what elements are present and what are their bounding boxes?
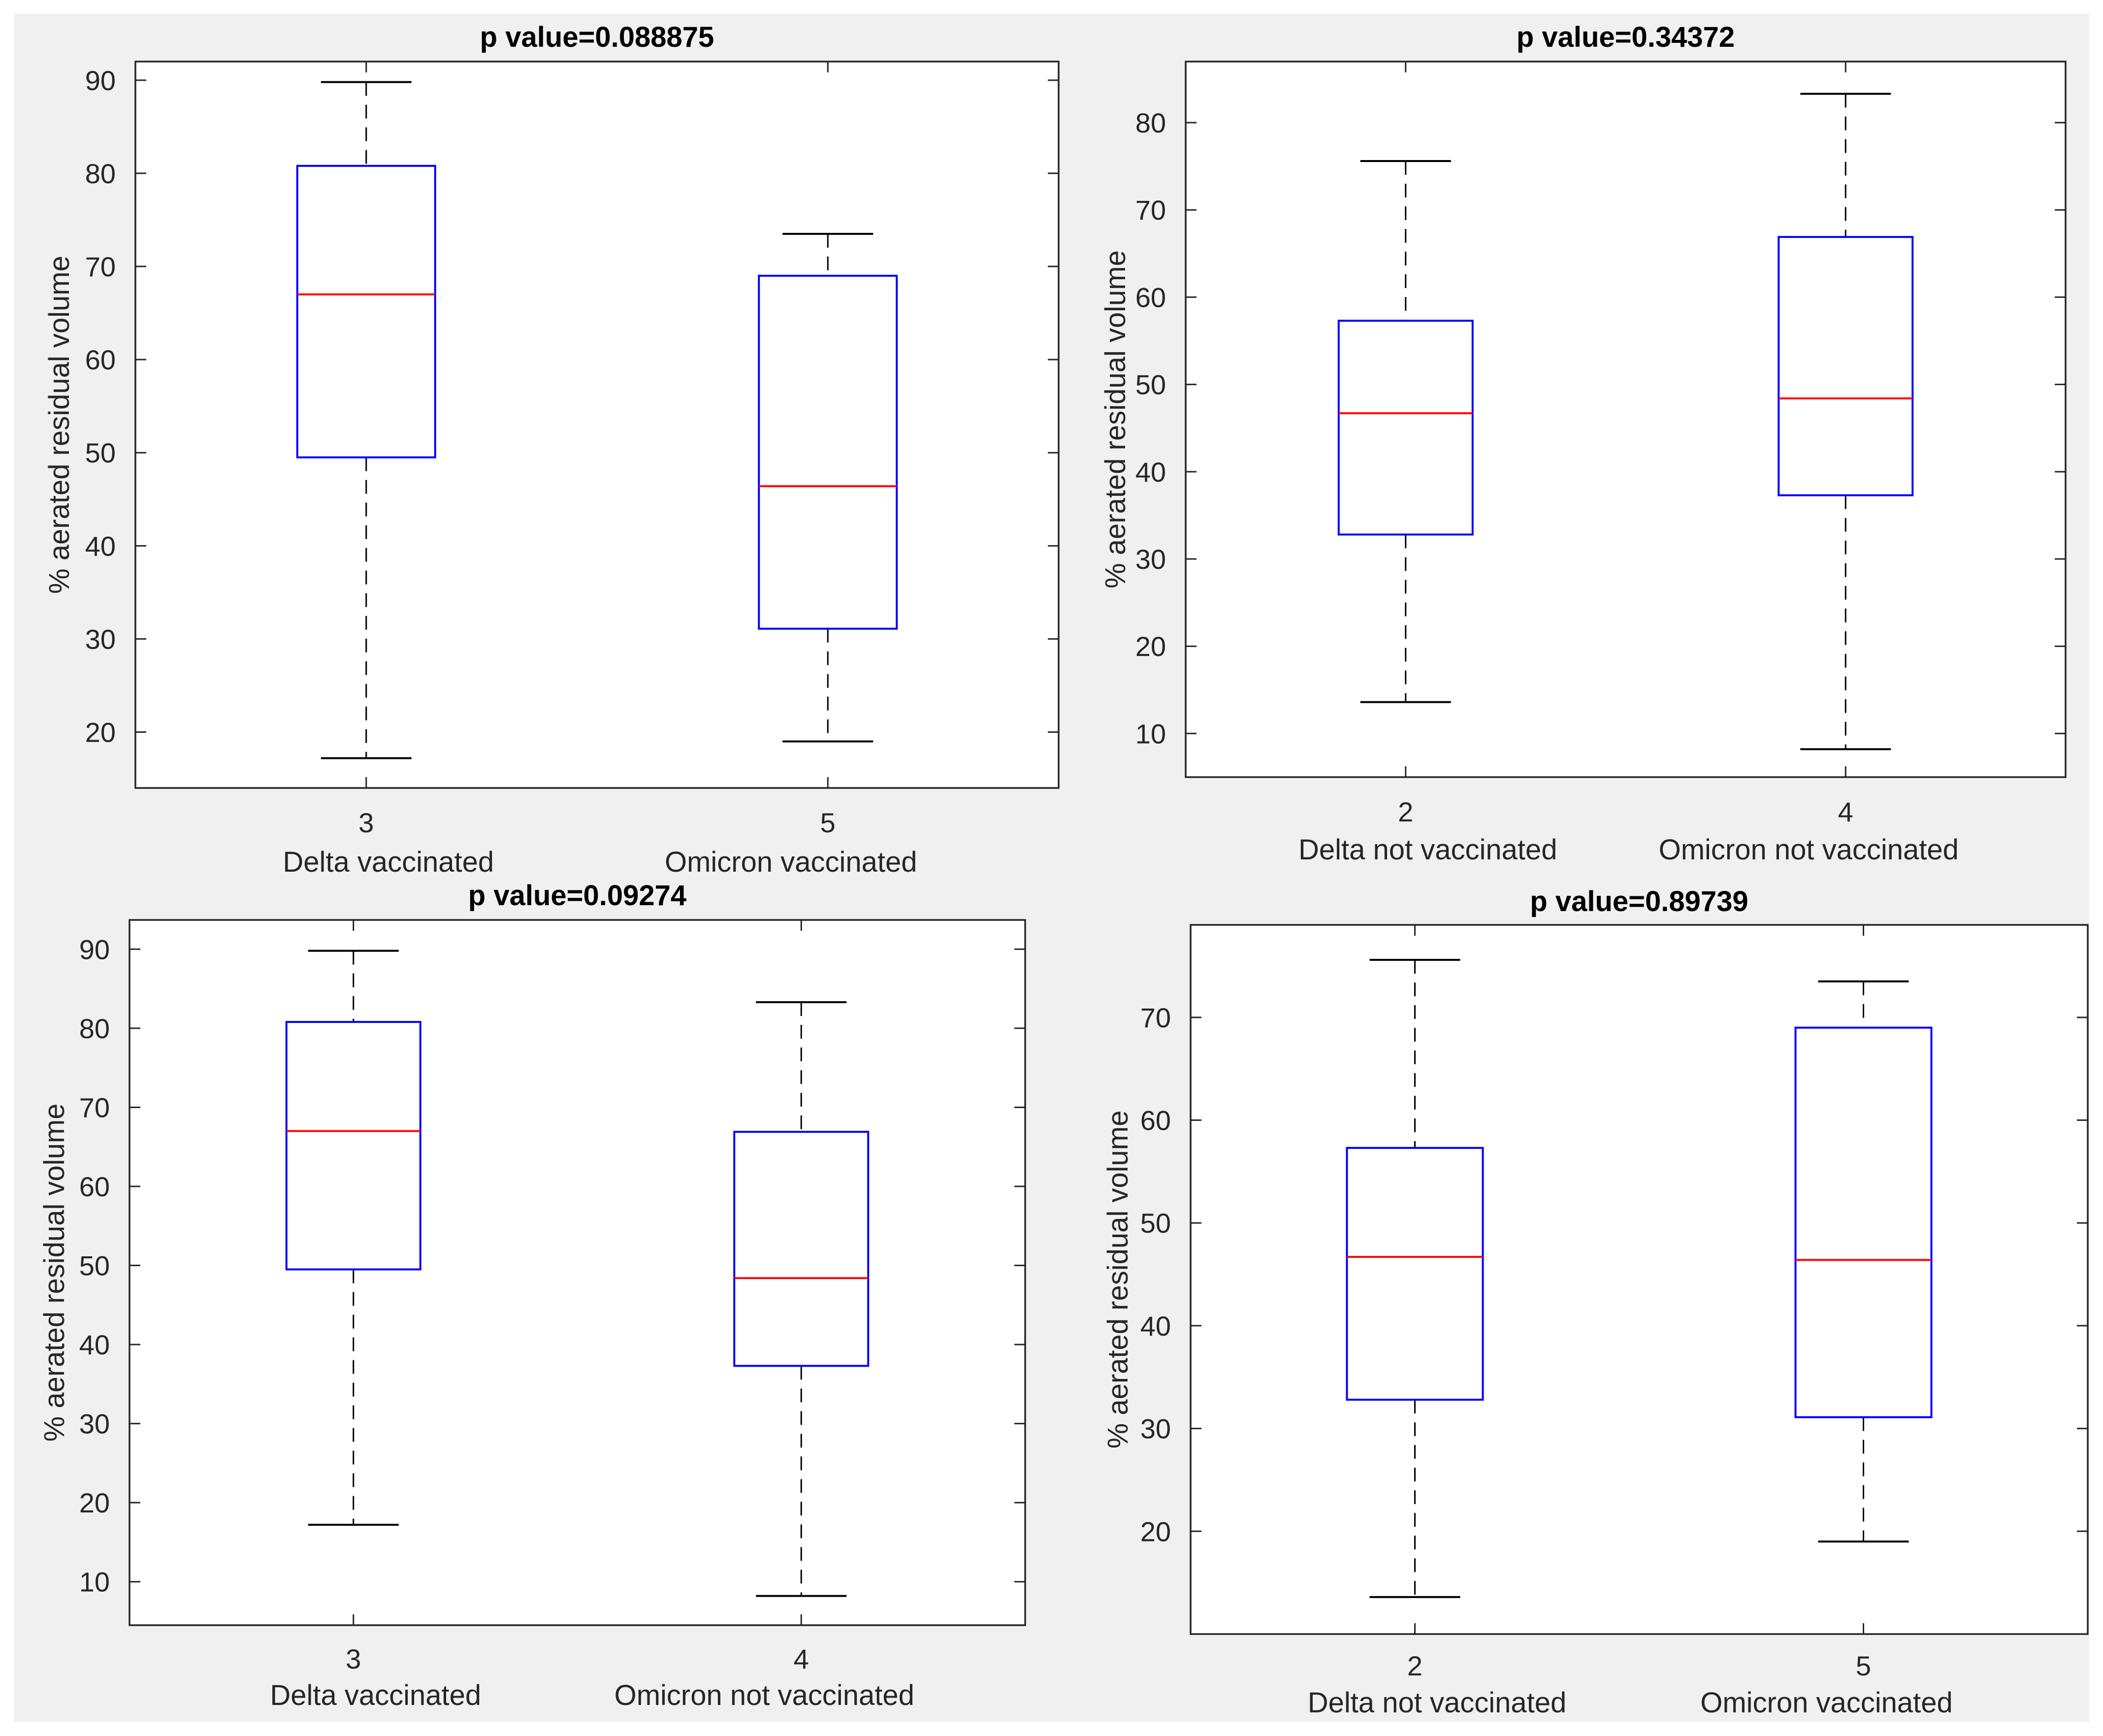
axes-frame [129, 919, 1026, 1626]
iqr-box [1794, 1026, 1933, 1418]
y-tick-label: 80 [85, 158, 116, 189]
iqr-box [285, 1021, 421, 1271]
y-tick-label: 60 [79, 1171, 110, 1202]
x-group-label: Delta not vaccinated [1298, 834, 1557, 866]
subplot-1: 20 30 40 50 60 70 80 90 % aerated residual volum… [43, 21, 1060, 878]
x-tick-label: 3 [358, 807, 374, 838]
subplot-2: 10 20 30 40 50 60 70 80 % aerated residual volum… [1100, 21, 2067, 866]
y-tick-label: 70 [1135, 195, 1166, 226]
x-tick-label: 2 [1407, 1650, 1423, 1681]
y-tick-label: 10 [1135, 718, 1166, 749]
y-axis-label: % aerated residual volume [43, 256, 75, 594]
chart-title: p value=0.34372 [1517, 21, 1735, 53]
y-tick-label: 40 [1140, 1310, 1171, 1342]
x-tick-label: 2 [1398, 796, 1413, 827]
axes-frame [1185, 61, 2067, 778]
plot-area [1191, 925, 2088, 1634]
y-tick-label: 40 [85, 530, 116, 561]
y-axis-label: % aerated residual volume [1100, 250, 1132, 589]
iqr-box [1337, 320, 1474, 536]
x-tick-label: 4 [1838, 796, 1853, 827]
y-tick-label: 70 [79, 1092, 110, 1123]
y-tick-label: 50 [1135, 369, 1166, 400]
y-tick-label: 30 [1140, 1413, 1171, 1444]
chart-title: p value=0.09274 [468, 880, 686, 912]
y-tick-label: 80 [79, 1013, 110, 1044]
x-tick-label: 5 [820, 807, 836, 838]
box-3: 3 Delta vaccinated [270, 920, 481, 1711]
iqr-box [1346, 1146, 1484, 1401]
y-tick-label: 50 [79, 1250, 110, 1281]
y-tick-label: 50 [1140, 1208, 1171, 1239]
box-2: 2 Delta not vaccinated [1308, 925, 1567, 1719]
x-group-label: Delta vaccinated [283, 846, 494, 878]
x-group-label: Omicron not vaccinated [1659, 834, 1959, 866]
box-5: 5 Omicron vaccinated [665, 62, 917, 878]
y-tick-label: 30 [1135, 544, 1166, 575]
box-3: 3 Delta vaccinated [283, 62, 494, 878]
y-axis-label: % aerated residual volume [1102, 1111, 1134, 1449]
axes-frame [134, 61, 1060, 789]
y-axis-label: % aerated residual volume [38, 1104, 70, 1442]
y-tick-label: 20 [1135, 631, 1166, 662]
y-tick-label: 30 [85, 623, 116, 655]
iqr-box [733, 1131, 870, 1367]
y-tick-label: 60 [1135, 282, 1166, 313]
y-tick-label: 20 [85, 717, 116, 748]
box-4: 4 Omicron not vaccinated [615, 920, 914, 1711]
axes-frame [1190, 924, 2089, 1635]
box-2: 2 Delta not vaccinated [1298, 62, 1557, 866]
subplot-4: 20 30 40 50 60 70 % aerated residual volume p v… [1102, 885, 2089, 1719]
y-tick-label: 10 [79, 1567, 110, 1598]
y-tick-label: 40 [79, 1329, 110, 1360]
y-tick-label: 90 [85, 65, 116, 96]
iqr-box [1778, 236, 1914, 496]
chart-title: p value=0.088875 [480, 21, 714, 53]
x-group-label: Delta vaccinated [270, 1679, 481, 1711]
y-tick-label: 80 [1135, 107, 1166, 138]
x-group-label: Delta not vaccinated [1308, 1687, 1567, 1719]
plot-area [1186, 62, 2066, 777]
plot-area [135, 62, 1059, 788]
box-5: 5 Omicron vaccinated [1700, 925, 1953, 1719]
y-tick-label: 60 [1140, 1105, 1171, 1136]
x-tick-label: 4 [794, 1643, 809, 1674]
y-tick-label: 50 [85, 437, 116, 468]
x-group-label: Omicron vaccinated [665, 846, 917, 878]
iqr-box [758, 274, 898, 630]
box-4: 4 Omicron not vaccinated [1659, 62, 1959, 866]
x-group-label: Omicron not vaccinated [615, 1679, 914, 1711]
y-tick-label: 20 [1140, 1516, 1171, 1547]
y-tick-label: 40 [1135, 457, 1166, 488]
y-tick-label: 90 [79, 934, 110, 965]
subplot-3: 10 20 30 40 50 60 70 80 90 % aerated residual vol… [38, 880, 1026, 1711]
y-tick-label: 60 [85, 344, 116, 375]
y-tick-label: 70 [85, 251, 116, 282]
chart-title: p value=0.89739 [1530, 885, 1748, 917]
iqr-box [296, 164, 436, 459]
y-tick-label: 30 [79, 1408, 110, 1440]
plot-area [129, 920, 1025, 1625]
x-tick-label: 5 [1856, 1650, 1871, 1681]
y-tick-label: 20 [79, 1487, 110, 1518]
x-tick-label: 3 [346, 1643, 361, 1674]
x-group-label: Omicron vaccinated [1700, 1687, 1953, 1719]
y-tick-label: 70 [1140, 1002, 1171, 1033]
